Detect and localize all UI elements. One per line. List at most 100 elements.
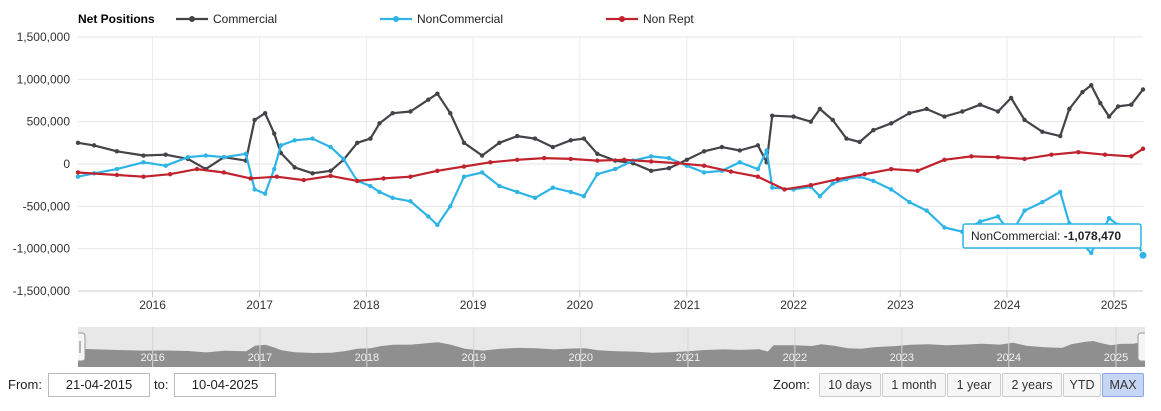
noncommercial-point bbox=[830, 181, 835, 186]
noncommercial-point bbox=[262, 191, 268, 196]
navigator-ticks: 2016 2017 2018 2019 2020 2021 2022 2023 2024 2025 bbox=[140, 327, 1128, 367]
zoom-max-button[interactable]: MAX bbox=[1102, 373, 1144, 397]
zoom-1-year-button[interactable]: 1 year bbox=[947, 373, 1001, 397]
legend-item-noncommercial[interactable]: NonCommercial bbox=[380, 12, 503, 26]
noncommercial-point bbox=[252, 187, 257, 192]
noncommercial-point bbox=[243, 151, 249, 157]
from-date-input[interactable]: 21-04-2015 bbox=[48, 373, 150, 397]
y-tick-label: 1,500,000 bbox=[17, 30, 71, 44]
commercial-point bbox=[272, 131, 277, 136]
commercial-point bbox=[252, 117, 257, 123]
noncommercial-point bbox=[532, 195, 538, 201]
navigator-tick-label: 2023 bbox=[890, 352, 914, 364]
non-rept-point bbox=[1102, 152, 1108, 157]
non-rept-point bbox=[568, 156, 573, 162]
noncommercial-point bbox=[612, 166, 618, 172]
commercial-point bbox=[719, 144, 725, 150]
navigator-tick-label: 2024 bbox=[997, 352, 1021, 364]
legend-item-non-rept[interactable]: Non Rept bbox=[606, 12, 694, 26]
zoom-1-month-button[interactable]: 1 month bbox=[882, 373, 946, 397]
noncommercial-point bbox=[755, 166, 761, 172]
to-date-input[interactable]: 10-04-2025 bbox=[174, 373, 276, 397]
noncommercial-point bbox=[907, 199, 912, 205]
commercial-point bbox=[581, 136, 587, 141]
zoom-10-days-button[interactable]: 10 days bbox=[819, 373, 881, 397]
x-tick-label: 2021 bbox=[673, 298, 700, 312]
noncommercial-point bbox=[889, 187, 894, 192]
commercial-point bbox=[857, 139, 862, 145]
commercial-point bbox=[550, 144, 556, 150]
commercial-point bbox=[114, 149, 120, 154]
non-rept-point bbox=[889, 166, 894, 172]
zoom-2-years-button[interactable]: 2 years bbox=[1002, 373, 1062, 397]
commercial-point bbox=[328, 168, 333, 173]
commercial-point bbox=[75, 140, 81, 146]
noncommercial-point bbox=[310, 136, 315, 141]
navigator[interactable]: 2016 2017 2018 2019 2020 2021 2022 2023 2024 2025 bbox=[78, 327, 1145, 367]
non-rept-point bbox=[1076, 149, 1081, 155]
navigator-tick-label: 2022 bbox=[783, 352, 807, 364]
noncommercial-point bbox=[272, 166, 277, 172]
navigator-tick-label: 2025 bbox=[1104, 352, 1128, 364]
commercial-point bbox=[1067, 106, 1072, 112]
noncommercial-point bbox=[368, 183, 373, 189]
noncommercial-point bbox=[924, 208, 929, 213]
navigator-left-handle[interactable] bbox=[78, 332, 86, 362]
non-rept-point bbox=[755, 174, 761, 179]
commercial-point bbox=[292, 165, 297, 170]
noncommercial-point bbox=[448, 204, 453, 209]
commercial-point bbox=[666, 166, 672, 171]
commercial-point bbox=[448, 111, 453, 116]
non-rept-point bbox=[728, 169, 734, 174]
commercial-point bbox=[1040, 129, 1045, 135]
commercial-point bbox=[1140, 87, 1146, 92]
commercial-point bbox=[408, 109, 413, 114]
navigator-tick-label: 2017 bbox=[248, 352, 272, 364]
commercial-point bbox=[907, 111, 912, 116]
y-tick-label: -500,000 bbox=[23, 199, 71, 213]
noncommercial-point bbox=[764, 148, 769, 153]
noncommercial-point bbox=[75, 174, 81, 179]
range-controls: From: 21-04-2015 to: 10-04-2025 Zoom: 10… bbox=[0, 373, 1161, 403]
noncommercial-point bbox=[817, 193, 823, 199]
non-rept-point bbox=[1022, 156, 1027, 162]
non-rept-point bbox=[515, 157, 520, 162]
non-rept-point bbox=[248, 176, 253, 181]
non-rept-point bbox=[541, 155, 547, 161]
navigator-tick-label: 2021 bbox=[676, 352, 700, 364]
non-rept-point bbox=[194, 166, 200, 172]
legend-item-commercial[interactable]: Commercial bbox=[176, 12, 277, 26]
noncommercial-point bbox=[1040, 199, 1045, 205]
noncommercial-point bbox=[942, 225, 947, 230]
zoom-ytd-button[interactable]: YTD bbox=[1063, 373, 1101, 397]
non-rept-point bbox=[488, 160, 493, 165]
non-rept-point bbox=[675, 160, 680, 166]
navigator-tick-label: 2020 bbox=[568, 352, 592, 364]
non-rept-point bbox=[274, 174, 280, 179]
non-rept-point bbox=[114, 172, 120, 178]
navigator-right-handle[interactable] bbox=[1137, 332, 1145, 362]
commercial-point bbox=[497, 140, 502, 146]
legend-label: NonCommercial bbox=[417, 12, 503, 26]
non-rept-point bbox=[915, 168, 920, 173]
commercial-point bbox=[942, 114, 947, 119]
commercial-point bbox=[568, 138, 573, 143]
commercial-point bbox=[648, 168, 654, 173]
legend-marker bbox=[393, 16, 399, 22]
x-axis-ticks: 2016 2017 2018 2019 2020 2021 2022 2023 2024 2025 bbox=[78, 290, 1143, 312]
noncommercial-point bbox=[278, 143, 284, 148]
x-tick-label: 2022 bbox=[780, 298, 807, 312]
non-rept-point bbox=[1140, 146, 1146, 151]
noncommercial-point bbox=[461, 174, 467, 179]
commercial-point bbox=[791, 114, 796, 119]
commercial-point bbox=[1098, 100, 1103, 106]
noncommercial-point bbox=[497, 183, 502, 189]
navigator-tick-label: 2019 bbox=[462, 352, 486, 364]
commercial-point bbox=[1022, 117, 1027, 123]
legend-marker bbox=[619, 16, 625, 22]
legend-label: Commercial bbox=[213, 12, 277, 26]
commercial-point bbox=[808, 119, 814, 124]
navigator-area bbox=[78, 341, 1145, 367]
commercial-point bbox=[435, 91, 440, 96]
commercial-point bbox=[1115, 104, 1121, 109]
